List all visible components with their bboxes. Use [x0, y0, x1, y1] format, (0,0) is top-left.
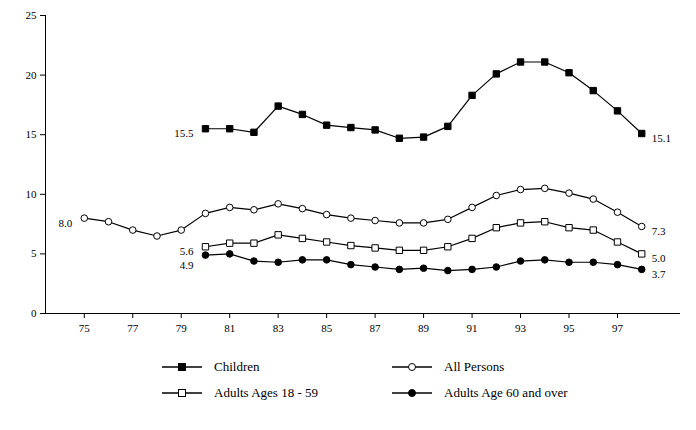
html-text:All Persons: All Persons — [444, 359, 505, 374]
svg-text:91: 91 — [467, 322, 478, 334]
svg-text:10: 10 — [26, 188, 38, 200]
svg-text:15: 15 — [26, 128, 38, 140]
svg-text:5: 5 — [31, 247, 37, 259]
svg-text:95: 95 — [564, 322, 576, 334]
svg-text:15.5: 15.5 — [174, 127, 194, 139]
svg-text:75: 75 — [79, 322, 91, 334]
svg-text:0: 0 — [31, 307, 37, 319]
svg-text:20: 20 — [26, 69, 38, 81]
svg-text:79: 79 — [176, 322, 188, 334]
svg-text:7.3: 7.3 — [652, 225, 666, 237]
svg-text:97: 97 — [612, 322, 624, 334]
svg-text:77: 77 — [127, 322, 139, 334]
svg-text:15.1: 15.1 — [652, 132, 671, 144]
svg-text:89: 89 — [418, 322, 430, 334]
html-text:Adults Ages 18 - 59: Adults Ages 18 - 59 — [214, 385, 318, 400]
svg-text:93: 93 — [515, 322, 527, 334]
svg-text:5.0: 5.0 — [652, 252, 666, 264]
svg-text:83: 83 — [273, 322, 285, 334]
html-text:Children: Children — [214, 359, 260, 374]
svg-text:87: 87 — [370, 322, 382, 334]
svg-text:5.6: 5.6 — [180, 245, 194, 257]
svg-text:85: 85 — [321, 322, 333, 334]
html-text:Adults Age 60 and over: Adults Age 60 and over — [444, 385, 568, 400]
svg-text:4.9: 4.9 — [180, 259, 194, 271]
svg-text:81: 81 — [224, 322, 235, 334]
svg-text:3.7: 3.7 — [652, 268, 666, 280]
svg-text:25: 25 — [26, 9, 38, 21]
svg-text:8.0: 8.0 — [59, 217, 73, 229]
